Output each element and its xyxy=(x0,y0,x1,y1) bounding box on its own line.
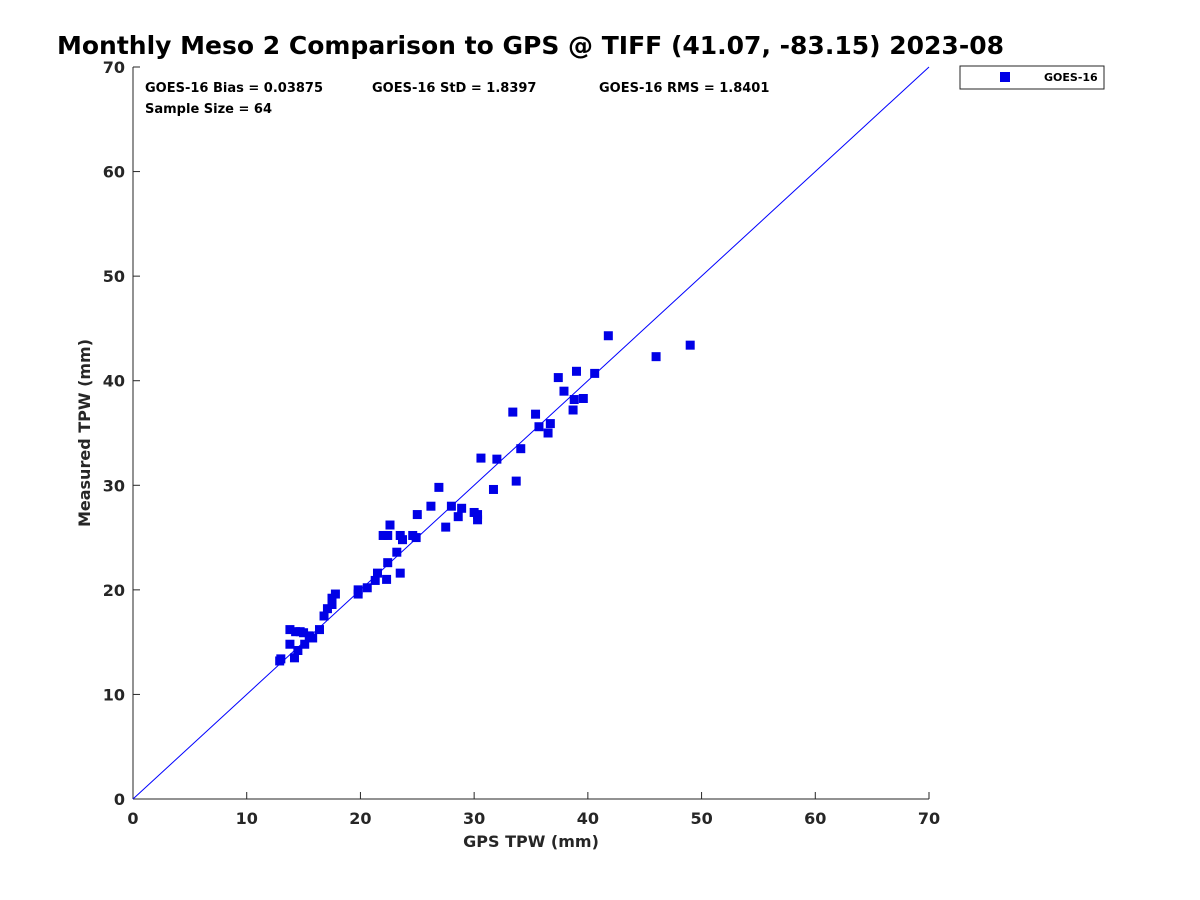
x-axis-label: GPS TPW (mm) xyxy=(463,832,599,851)
x-ticks: 0 10 20 30 40 50 60 70 xyxy=(127,792,940,828)
x-tick-label: 50 xyxy=(690,809,712,828)
data-point xyxy=(314,625,324,635)
data-point xyxy=(300,639,310,649)
y-ticks: 0 10 20 30 40 50 60 70 xyxy=(103,58,140,809)
data-point xyxy=(473,515,483,525)
data-point xyxy=(545,419,555,429)
legend-box xyxy=(959,65,1105,90)
data-point xyxy=(568,405,578,415)
data-point xyxy=(289,653,299,663)
data-point xyxy=(508,407,518,417)
x-tick-label: 60 xyxy=(804,809,826,828)
data-point xyxy=(531,409,541,419)
data-point xyxy=(511,476,521,486)
data-points xyxy=(275,331,695,666)
rms-annotation: GOES-16 RMS = 1.8401 xyxy=(599,81,769,96)
bias-annotation: GOES-16 Bias = 0.03875 xyxy=(145,81,323,96)
data-point xyxy=(392,547,402,557)
legend-marker xyxy=(1000,72,1010,82)
data-point xyxy=(569,395,579,405)
y-tick-label: 20 xyxy=(103,581,125,600)
data-point xyxy=(285,625,295,635)
y-tick-label: 10 xyxy=(103,685,125,704)
data-point xyxy=(372,568,382,578)
data-point xyxy=(492,454,502,464)
data-point xyxy=(353,589,363,599)
reference-line xyxy=(132,66,930,800)
data-point xyxy=(299,628,309,638)
data-point xyxy=(330,589,340,599)
data-point xyxy=(603,331,613,341)
data-point xyxy=(590,368,600,378)
data-point xyxy=(370,575,380,585)
legend-label: GOES-16 xyxy=(1044,71,1098,84)
y-tick-label: 40 xyxy=(103,372,125,391)
data-point xyxy=(426,501,436,511)
y-axis-label: Measured TPW (mm) xyxy=(75,339,94,527)
data-point xyxy=(453,512,463,522)
x-tick-label: 10 xyxy=(236,809,258,828)
data-point xyxy=(473,510,483,520)
data-point xyxy=(651,352,661,362)
sample-size-annotation: Sample Size = 64 xyxy=(145,102,272,117)
legend: GOES-16 xyxy=(959,65,1105,90)
y-tick-label: 0 xyxy=(114,790,125,809)
data-point xyxy=(543,428,553,438)
x-tick-label: 40 xyxy=(577,809,599,828)
data-point xyxy=(383,558,393,568)
data-point xyxy=(534,422,544,432)
data-point xyxy=(559,386,569,396)
data-point xyxy=(476,453,486,463)
data-point xyxy=(395,568,405,578)
data-point xyxy=(457,503,467,513)
y-tick-label: 70 xyxy=(103,58,125,77)
chart-title: Monthly Meso 2 Comparison to GPS @ TIFF … xyxy=(57,31,1004,60)
data-point xyxy=(398,535,408,545)
data-point xyxy=(308,633,318,643)
data-point xyxy=(327,599,337,609)
data-point xyxy=(412,510,422,520)
y-tick-label: 30 xyxy=(103,476,125,495)
data-point xyxy=(441,522,451,532)
data-point xyxy=(446,501,456,511)
data-point xyxy=(385,520,395,530)
x-tick-label: 70 xyxy=(918,809,940,828)
data-point xyxy=(378,530,388,540)
data-point xyxy=(411,533,421,543)
data-point xyxy=(434,482,444,492)
data-point xyxy=(685,340,695,350)
data-point xyxy=(322,604,332,614)
x-tick-label: 20 xyxy=(349,809,371,828)
x-tick-label: 0 xyxy=(127,809,138,828)
data-point xyxy=(578,393,588,403)
data-point xyxy=(293,646,303,656)
data-point xyxy=(553,373,563,383)
data-point xyxy=(571,366,581,376)
data-point xyxy=(285,639,295,649)
data-point xyxy=(488,484,498,494)
y-tick-label: 60 xyxy=(103,163,125,182)
data-point xyxy=(319,611,329,621)
std-annotation: GOES-16 StD = 1.8397 xyxy=(372,81,536,96)
data-point xyxy=(362,583,372,593)
x-tick-label: 30 xyxy=(463,809,485,828)
y-tick-label: 50 xyxy=(103,267,125,286)
data-point xyxy=(516,444,526,454)
data-point xyxy=(383,530,393,540)
data-point xyxy=(382,574,392,584)
data-point xyxy=(276,654,286,664)
data-point xyxy=(291,627,301,637)
